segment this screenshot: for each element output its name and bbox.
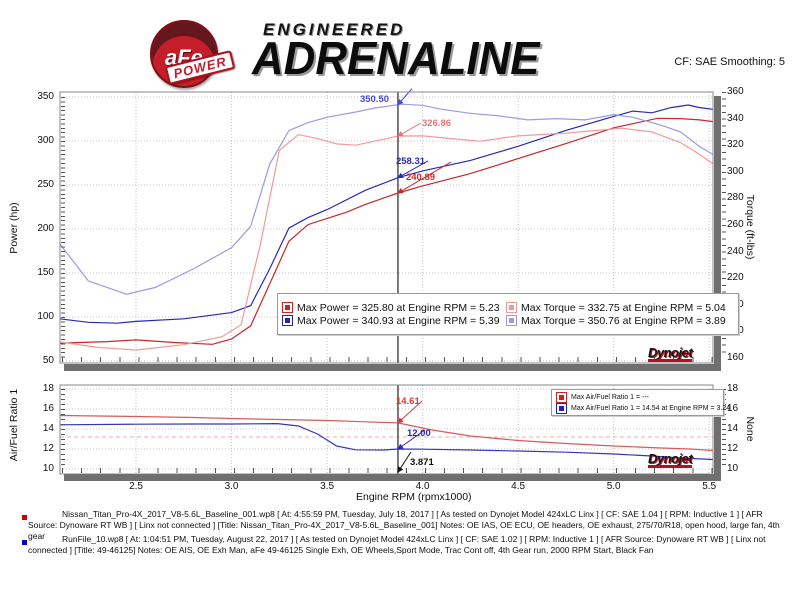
y-left-tick: 16 [42, 403, 54, 414]
dynojet-logo: Dynojet [648, 451, 693, 468]
annotation-value: 240.89 [406, 172, 435, 183]
run-marker-baseline [22, 515, 27, 520]
y-right-tick: 14 [727, 423, 739, 434]
y-right-tick: 18 [727, 383, 739, 394]
legend-item: Max Torque = 350.76 at Engine RPM = 3.89 [506, 315, 734, 327]
annotation-value: 350.50 [360, 94, 389, 105]
y-left-tick: 10 [42, 463, 54, 474]
y-right-tick: 300 [727, 165, 744, 177]
legend-item: Max Power = 340.93 at Engine RPM = 5.39 [282, 315, 506, 327]
chart-shadow [64, 364, 721, 371]
rpm-tick: 4.5 [511, 481, 526, 492]
y-right-tick: 280 [727, 192, 744, 204]
y-right-tick: 320 [727, 139, 744, 151]
legend-label: Max Air/Fuel Ratio 1 = 14.54 at Engine R… [571, 404, 731, 412]
minor-ticks [62, 357, 714, 362]
legend-label: Max Power = 340.93 at Engine RPM = 5.39 [297, 314, 500, 327]
smoothing-setting: CF: SAE Smoothing: 5 [674, 56, 785, 68]
annotation-arrow [397, 429, 426, 450]
right-axis-title-none: None [744, 416, 756, 442]
y-left-tick: 150 [37, 267, 54, 278]
minor-ticks [61, 97, 65, 361]
y-right-tick: 260 [727, 219, 744, 230]
minor-ticks [62, 468, 714, 473]
annotation-value: 326.86 [422, 118, 451, 129]
annotation-arrow [397, 88, 413, 106]
minor-ticks [61, 389, 65, 469]
chart-shadow [64, 474, 721, 481]
y-left-tick: 250 [37, 179, 54, 190]
chart-shadow [714, 389, 721, 481]
legend-swatch [556, 402, 567, 414]
legend-item: Max Torque = 332.75 at Engine RPM = 5.04 [506, 302, 734, 314]
annotation-arrow [397, 400, 423, 424]
y-left-tick: 350 [37, 91, 54, 102]
y-left-tick: 14 [42, 423, 54, 434]
annotation-value: 3.871 [410, 457, 434, 468]
power-axis-title: Power (hp) [8, 202, 20, 254]
legend-label: Max Power = 325.80 at Engine RPM = 5.23 [297, 301, 500, 314]
minor-ticks [722, 389, 726, 469]
brand-adrenaline: ADRENALINE [252, 33, 540, 85]
rpm-tick: 3.0 [224, 481, 239, 492]
series-afe-air-fuel-ratio-1 [59, 422, 714, 461]
legend-item: Max Air/Fuel Ratio 1 = --- [556, 391, 730, 403]
annotation-value: 12.00 [407, 428, 431, 439]
y-right-tick: 10 [727, 463, 739, 474]
afr-axis-title: Air/Fuel Ratio 1 [8, 388, 20, 462]
y-left-tick: 18 [42, 383, 54, 394]
plot-border [59, 91, 714, 364]
y-right-tick: 160 [727, 352, 744, 363]
legend-swatch [282, 315, 293, 326]
series-afe-power-hp- [59, 104, 714, 324]
power-torque-legend: Max Power = 325.80 at Engine RPM = 5.23 M… [277, 293, 739, 335]
run-note-afe: RunFile_10.wp8 [ At: 1:04:51 PM, Tuesday… [28, 534, 766, 555]
annotation-arrow [397, 122, 422, 137]
y-right-tick: 360 [727, 86, 744, 97]
series-baseline-power-hp- [59, 117, 714, 345]
run-note-baseline: Nissan_Titan_Pro-4X_2017_V8-5.6L_Baselin… [28, 509, 780, 541]
rpm-axis-title: Engine RPM (rpmx1000) [356, 491, 472, 503]
y-right-tick: 220 [727, 272, 744, 284]
y-left-tick: 50 [42, 355, 54, 366]
legend-label: Max Air/Fuel Ratio 1 = --- [571, 393, 649, 401]
afr-legend: Max Air/Fuel Ratio 1 = --- Max Air/Fuel R… [551, 389, 730, 416]
series-baseline-torque-ft-lbs- [59, 127, 714, 351]
legend-swatch [556, 391, 567, 403]
legend-item: Max Power = 325.80 at Engine RPM = 5.23 [282, 302, 506, 314]
annotation-value: 14.61 [396, 396, 420, 407]
legend-label: Max Torque = 350.76 at Engine RPM = 3.89 [521, 314, 726, 327]
y-right-tick: 240 [727, 245, 744, 257]
legend-swatch [506, 302, 517, 313]
y-right-tick: 16 [727, 403, 739, 414]
rpm-tick: 5.5 [702, 481, 717, 492]
annotation-arrow [397, 161, 452, 194]
series-baseline-air-fuel-ratio-1 [59, 414, 714, 452]
legend-swatch [282, 302, 293, 313]
annotation-value: 258.31 [396, 156, 426, 167]
y-left-tick: 100 [37, 311, 54, 322]
legend-label: Max Torque = 332.75 at Engine RPM = 5.04 [521, 301, 726, 314]
rpm-tick: 2.5 [129, 481, 143, 492]
legend-swatch [506, 315, 517, 326]
y-left-tick: 300 [37, 135, 54, 146]
legend-item: Max Air/Fuel Ratio 1 = 14.54 at Engine R… [556, 402, 731, 414]
brand-engineered: ENGINEERED [263, 20, 406, 39]
minor-ticks [722, 92, 726, 358]
annotation-arrow [397, 160, 429, 179]
rpm-tick: 3.5 [320, 481, 335, 492]
y-left-tick: 200 [37, 223, 54, 234]
run-marker-afe [22, 540, 27, 545]
rpm-tick: 5.0 [606, 481, 621, 492]
torque-axis-title: Torque (ft-lbs) [744, 194, 756, 260]
series-afe-torque-ft-lbs- [59, 103, 714, 295]
y-left-tick: 12 [42, 443, 54, 454]
y-right-tick: 12 [727, 443, 739, 454]
chart-shadow [714, 96, 721, 371]
rpm-tick: 4.0 [415, 481, 430, 492]
dynojet-logo: Dynojet [648, 345, 693, 362]
y-right-tick: 340 [727, 112, 744, 124]
